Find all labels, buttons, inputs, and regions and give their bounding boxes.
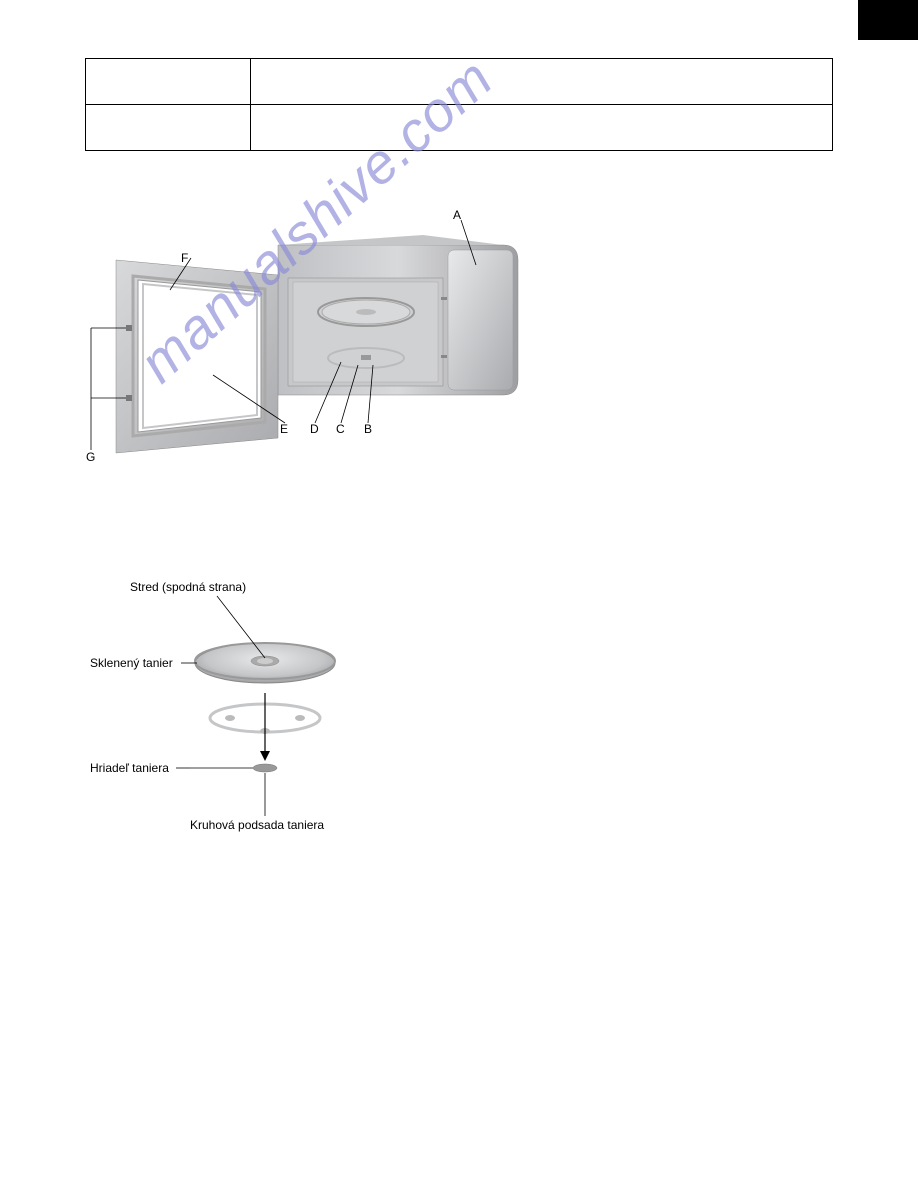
label-shaft: Hriadeľ taniera: [90, 761, 169, 775]
microwave-svg: [83, 200, 523, 460]
spec-table: [85, 58, 833, 151]
table-row: [86, 105, 833, 151]
label-c: C: [336, 422, 345, 436]
table-cell: [86, 59, 251, 105]
label-f: F: [181, 251, 188, 265]
microwave-diagram: A F E D C B G: [83, 200, 523, 460]
label-center: Stred (spodná strana): [130, 580, 246, 594]
label-glass-plate: Sklenený tanier: [90, 656, 173, 670]
table-cell: [86, 105, 251, 151]
header-black-bar: [858, 0, 918, 40]
label-a: A: [453, 208, 461, 222]
table-cell: [251, 59, 833, 105]
turntable-diagram: Stred (spodná strana) Sklenený tanier Hr…: [90, 578, 360, 848]
table-row: [86, 59, 833, 105]
label-d: D: [310, 422, 319, 436]
label-b: B: [364, 422, 372, 436]
label-e: E: [280, 422, 288, 436]
table-cell: [251, 105, 833, 151]
label-g: G: [86, 450, 95, 464]
turntable-svg: [90, 578, 360, 848]
label-ring: Kruhová podsada taniera: [190, 818, 324, 832]
